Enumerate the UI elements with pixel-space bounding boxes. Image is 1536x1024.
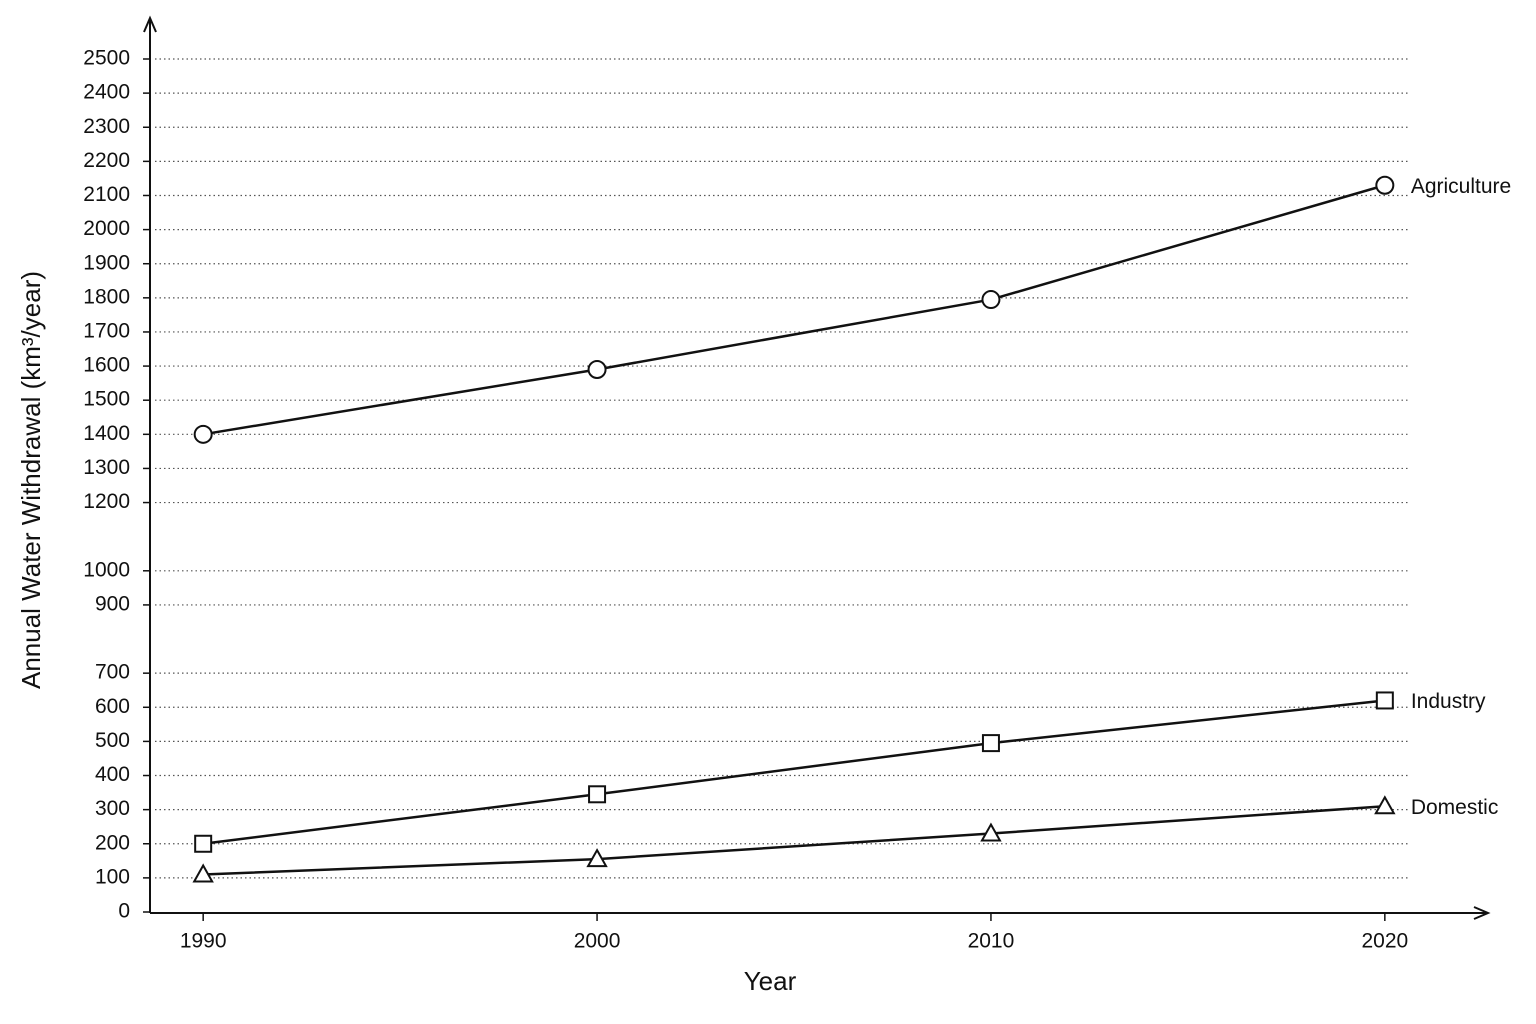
x-axis-title: Year	[744, 966, 797, 996]
marker	[192, 863, 214, 883]
y-tick-label: 1400	[83, 422, 130, 445]
series-label: Domestic	[1411, 796, 1499, 819]
y-tick-label: 2000	[83, 217, 130, 240]
marker	[981, 290, 1001, 310]
y-tick-label: 1000	[83, 558, 130, 581]
y-tick-label: 900	[95, 592, 130, 615]
y-tick-label: 2300	[83, 115, 130, 138]
y-tick-label: 2200	[83, 149, 130, 172]
marker	[981, 734, 1000, 753]
y-tick-label: 1700	[83, 320, 130, 343]
y-tick-label: 100	[95, 865, 130, 888]
marker	[980, 822, 1002, 842]
y-tick-label: 700	[95, 661, 130, 684]
y-tick-label: 500	[95, 729, 130, 752]
marker	[588, 785, 607, 804]
x-tick-label: 2000	[574, 930, 621, 953]
marker	[1374, 795, 1396, 815]
y-axis-title: Annual Water Withdrawal (km³/year)	[16, 271, 46, 689]
marker	[1375, 691, 1394, 710]
marker	[193, 424, 213, 444]
y-tick-label: 1500	[83, 388, 130, 411]
y-tick-label: 0	[118, 900, 130, 923]
y-tick-label: 400	[95, 763, 130, 786]
series-label: Agriculture	[1411, 175, 1511, 198]
x-axis-arrow	[1473, 906, 1491, 920]
x-tick-label: 2010	[968, 930, 1015, 953]
marker	[194, 834, 213, 853]
y-tick-label: 600	[95, 695, 130, 718]
y-tick-label: 2500	[83, 47, 130, 70]
x-tick-label: 1990	[180, 930, 227, 953]
y-tick-label: 1800	[83, 285, 130, 308]
series-line	[203, 804, 1385, 876]
y-tick-label: 300	[95, 797, 130, 820]
y-tick-label: 1200	[83, 490, 130, 513]
marker	[586, 848, 608, 868]
y-tick-label: 2100	[83, 183, 130, 206]
marker	[1375, 175, 1395, 195]
y-tick-label: 200	[95, 831, 130, 854]
y-axis-arrow	[143, 15, 157, 33]
y-tick-label: 2400	[83, 81, 130, 104]
series-line	[202, 184, 1386, 436]
series-label: Industry	[1411, 690, 1486, 713]
series-line	[203, 699, 1385, 846]
y-tick-label: 1900	[83, 251, 130, 274]
marker	[587, 359, 607, 379]
x-tick-label: 2020	[1361, 930, 1408, 953]
y-tick-label: 1300	[83, 456, 130, 479]
y-tick-label: 1600	[83, 354, 130, 377]
